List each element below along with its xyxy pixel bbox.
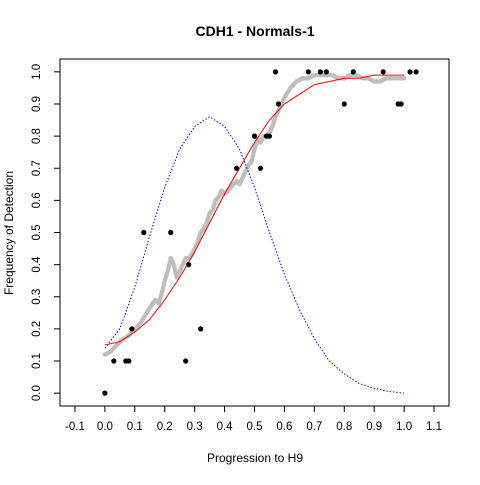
data-point — [126, 358, 132, 364]
data-point — [413, 69, 419, 75]
data-point — [350, 69, 356, 75]
data-point — [272, 69, 279, 75]
y-tick-label: 0.1 — [31, 353, 43, 369]
density-curve — [104, 116, 405, 394]
data-point — [305, 69, 311, 75]
trace-point — [401, 76, 407, 81]
data-point — [183, 358, 189, 364]
y-tick-label: 0.0 — [31, 385, 43, 401]
x-tick-label: 1.1 — [426, 421, 442, 433]
y-tick-label: 0.4 — [31, 256, 43, 273]
fitted-curve — [104, 74, 405, 346]
y-tick-label: 0.7 — [31, 160, 43, 176]
data-point — [317, 69, 323, 75]
x-tick-label: 0.1 — [127, 421, 143, 433]
chart-title: CDH1 - Normals-1 — [195, 23, 314, 39]
y-tick-label: 0.6 — [31, 192, 43, 208]
x-tick-label: 0.3 — [187, 421, 203, 433]
data-point — [341, 101, 347, 107]
x-tick-label: 0.0 — [97, 421, 113, 433]
data-point — [129, 326, 135, 332]
x-tick-label: 0.8 — [336, 421, 352, 433]
x-tick-label: 0.5 — [247, 421, 263, 433]
data-point — [168, 229, 174, 236]
plot-layer: -0.1 0.0 0.1 0.2 0.3 0.4 0.5 0.6 0.7 0.8 0.9 1.0 1.1… — [31, 58, 450, 433]
x-tick-label: 0.4 — [217, 421, 234, 433]
data-point — [233, 165, 240, 171]
data-point — [251, 133, 258, 139]
data-point — [323, 69, 329, 75]
y-tick-label: 1.0 — [31, 64, 43, 80]
y-tick-label: 0.3 — [31, 289, 43, 305]
y-tick-label: 0.8 — [31, 128, 43, 144]
data-point — [398, 101, 404, 107]
data-point — [407, 69, 413, 75]
data-point — [102, 390, 108, 396]
y-tick-label: 0.2 — [31, 321, 43, 337]
observed-points — [102, 69, 419, 396]
data-point — [186, 262, 192, 268]
data-point — [275, 101, 282, 107]
data-point — [380, 69, 386, 75]
y-tick-label: 0.5 — [31, 225, 43, 241]
x-tick-label: 0.9 — [366, 421, 382, 433]
data-point — [266, 133, 273, 139]
data-point — [198, 326, 204, 332]
x-tick-label: 0.2 — [157, 421, 173, 433]
y-axis-label: Frequency of Detection — [2, 171, 16, 295]
x-tick-label: 1.0 — [396, 421, 412, 433]
y-tick-label: 0.9 — [31, 96, 43, 112]
x-axis-label: Progression to H9 — [207, 451, 303, 465]
data-point — [141, 229, 147, 236]
data-point — [111, 358, 117, 364]
x-tick-label: 0.6 — [276, 421, 292, 433]
data-point — [257, 165, 264, 171]
x-tick-label: -0.1 — [65, 421, 85, 433]
x-tick-label: 0.7 — [306, 421, 322, 433]
